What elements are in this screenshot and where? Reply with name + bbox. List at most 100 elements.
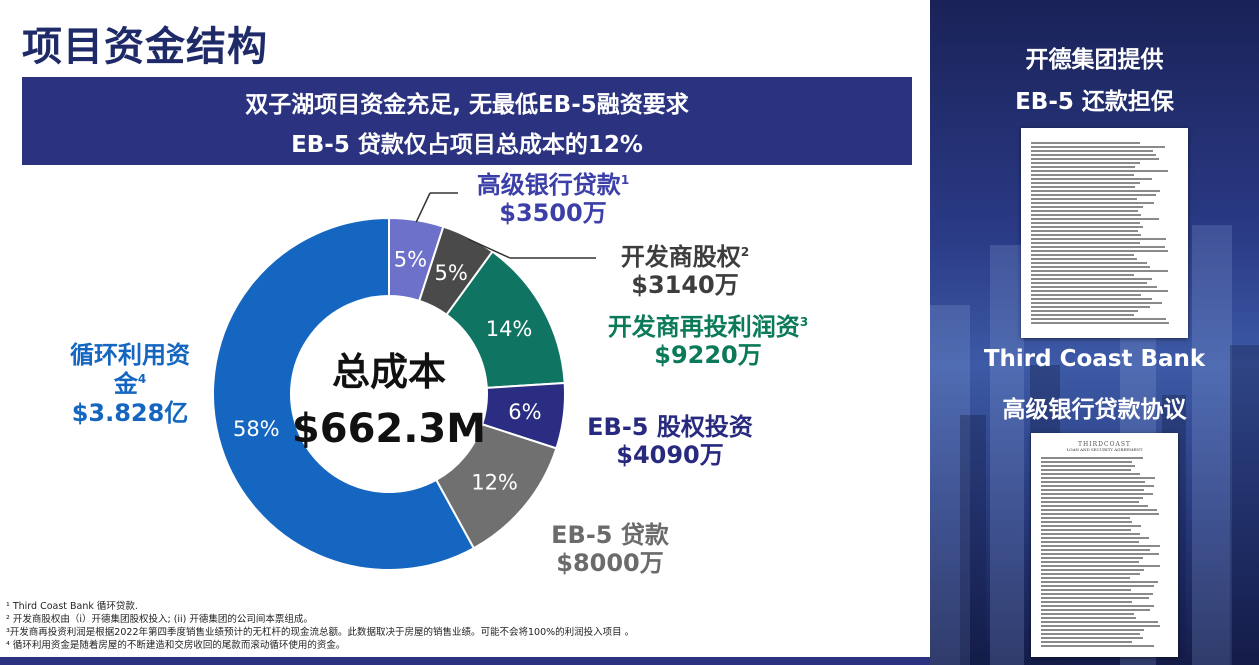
document-text-line: [1031, 282, 1148, 284]
document-text-line: [1041, 537, 1149, 539]
document-text-line: [1041, 573, 1141, 575]
document-text-line: [1041, 485, 1155, 487]
document-text-line: [1041, 497, 1143, 499]
donut-slice: [212, 216, 476, 571]
document-text-line: [1031, 186, 1136, 188]
document-text-line: [1041, 625, 1161, 627]
segment-label-developer-equity: 开发商股权2 $3140万: [595, 243, 775, 300]
segment-name: EB-5 贷款: [551, 521, 669, 549]
document-text-line: [1031, 170, 1168, 172]
document-text-line: [1041, 617, 1137, 619]
document-text-line: [1041, 609, 1151, 611]
document-text-line: [1031, 218, 1159, 220]
document-text-line: [1031, 254, 1134, 256]
document-text-line: [1031, 246, 1165, 248]
segment-name: 循环利用资金4: [70, 341, 190, 398]
segment-label-senior-loan: 高级银行贷款1 $3500万: [458, 171, 648, 228]
skyline-building: [960, 415, 986, 665]
segment-label-recycled-capital: 循环利用资金4 $3.828亿: [50, 341, 210, 427]
document-text-line: [1031, 178, 1152, 180]
segment-amount: $3.828亿: [71, 398, 189, 427]
document-text-line: [1031, 262, 1148, 264]
bottom-accent-bar: [0, 657, 930, 665]
segment-amount: $8000万: [556, 549, 664, 578]
document-text-line: [1041, 569, 1144, 571]
skyline-building: [1230, 345, 1259, 665]
document-text-line: [1041, 529, 1132, 531]
document-text-line: [1041, 629, 1144, 631]
document-text-line: [1031, 214, 1142, 216]
capital-structure-donut-chart: 5% 5% 14% 6% 12% 58% 总成本 $662.3M: [212, 192, 596, 571]
loan-agreement-document-image: THIRDCOAST LOAN AND SECURITY AGREEMENT: [1031, 433, 1178, 657]
document-text-line: [1031, 266, 1151, 268]
segment-amount: $3500万: [499, 199, 607, 228]
document-text-line: [1031, 278, 1152, 280]
footnote-1: ¹ Third Coast Bank 循环贷款.: [6, 601, 138, 612]
document-text-line: [1041, 645, 1155, 647]
document-text-line: [1031, 154, 1156, 156]
document-text-line: [1041, 465, 1135, 467]
slice-percent-label: 12%: [471, 470, 518, 494]
skyline-building: [1192, 225, 1232, 665]
segment-label-eb5-equity: EB-5 股权投资 $4090万: [575, 413, 765, 470]
guarantee-panel: 开德集团提供 EB-5 还款担保 Third Coast Bank 高级银行贷款…: [930, 0, 1259, 665]
banner-line-1: 双子湖项目资金充足, 无最低EB-5融资要求: [245, 92, 689, 118]
document-text-line: [1031, 250, 1168, 252]
document-text-line: [1041, 557, 1143, 559]
document-text-line: [1031, 270, 1168, 272]
document-text-line: [1031, 258, 1137, 260]
skyline-building: [930, 305, 970, 665]
document-text-line: [1031, 146, 1165, 148]
document-text-line: [1041, 565, 1161, 567]
document-text-line: [1031, 142, 1140, 144]
document-text-line: [1031, 286, 1158, 288]
document-text-line: [1041, 637, 1143, 639]
document-text-line: [1031, 198, 1137, 200]
document-text-line: [1031, 174, 1134, 176]
document-text-line: [1031, 206, 1143, 208]
segment-name: 开发商股权2: [620, 243, 750, 271]
document-text-line: [1041, 585, 1155, 587]
third-coast-logo: THIRDCOAST: [1078, 441, 1131, 448]
document-text-line: [1031, 194, 1156, 196]
document-text-line: [1041, 525, 1142, 527]
document-text-line: [1041, 553, 1160, 555]
footnote-2: ² 开发商股权由（i）开德集团股权投入; (ii) 开德集团的公司间本票组成。: [6, 614, 313, 626]
document-text-line: [1041, 481, 1146, 483]
guarantee-heading-line-2: EB-5 还款担保: [1015, 89, 1174, 115]
document-text-line: [1041, 457, 1143, 459]
leader-line: [467, 238, 511, 259]
segment-amount: $9220万: [654, 341, 762, 370]
document-text-line: [1041, 549, 1151, 551]
document-text-line: [1041, 505, 1148, 507]
slice-percent-label: 5%: [394, 248, 427, 272]
document-text-line: [1041, 581, 1158, 583]
center-label: 总成本: [332, 350, 446, 394]
segment-name: EB-5 股权投资: [587, 413, 753, 441]
document-text-line: [1031, 302, 1162, 304]
center-value: $662.3M: [292, 406, 486, 452]
document-text-line: [1031, 242, 1140, 244]
document-text-line: [1031, 230, 1139, 232]
leader-line: [415, 192, 431, 223]
document-text-line: [1041, 509, 1157, 511]
document-text-line: [1031, 238, 1167, 240]
footnotes: ¹ Third Coast Bank 循环贷款. ² 开发商股权由（i）开德集团…: [6, 600, 634, 652]
slice-percent-label: 14%: [486, 317, 533, 341]
footnote-3: ³开发商再投资利润是根据2022年第四季度销售业绩预计的无杠杆的现金流总额。此数…: [6, 627, 635, 639]
document-text-line: [1041, 541, 1139, 543]
document-text-line: [1041, 473, 1141, 475]
document-text-line: [1031, 310, 1139, 312]
page-title: 项目资金结构: [22, 24, 268, 70]
document-text-line: [1041, 489, 1144, 491]
document-text-line: [1031, 298, 1152, 300]
document-text-line: [1041, 545, 1161, 547]
document-text-line: [1041, 477, 1156, 479]
loan-agreement-heading-line-1: Third Coast Bank: [983, 346, 1206, 372]
document-text-line: [1041, 513, 1160, 515]
document-text-line: [1031, 166, 1136, 168]
document-text-line: [1031, 294, 1142, 296]
document-text-line: [1041, 561, 1139, 563]
document-text-line: [1041, 469, 1132, 471]
